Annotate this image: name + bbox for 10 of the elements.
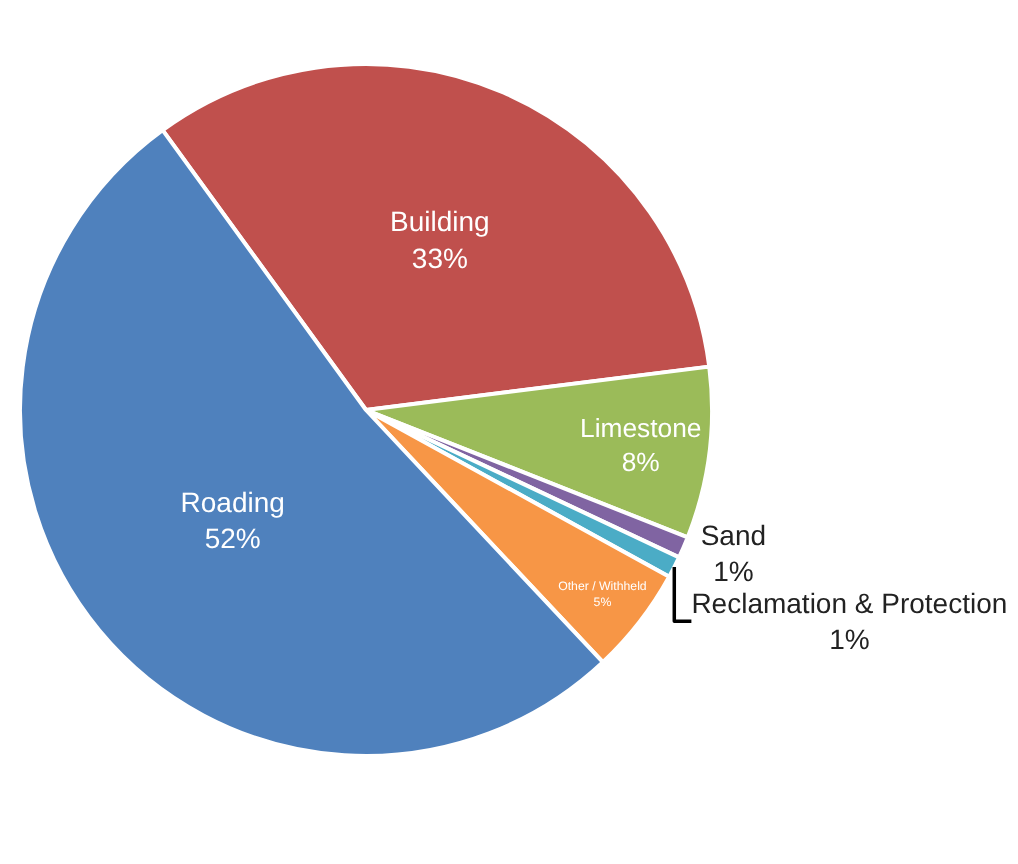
- data-label: 52%: [204, 522, 261, 555]
- slice-label: Roading: [180, 486, 285, 519]
- data-label: 1%: [829, 623, 870, 656]
- data-label: 33%: [411, 241, 468, 274]
- slice-label: Building: [390, 205, 490, 238]
- data-label: 1%: [713, 555, 754, 588]
- slice-label: Sand: [700, 518, 767, 551]
- data-label: 8%: [621, 447, 661, 478]
- slice-label: Reclamation & Protection: [691, 587, 1008, 620]
- slice-label: Limestone: [580, 413, 702, 444]
